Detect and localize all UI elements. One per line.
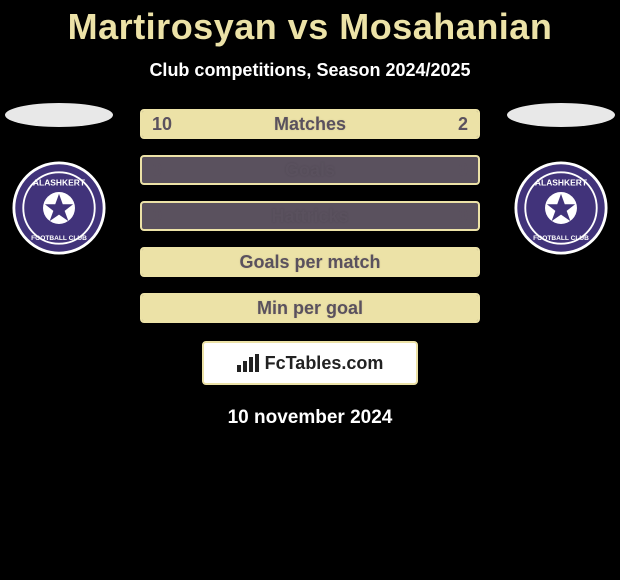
source-badge: FcTables.com [202, 341, 418, 385]
right-player-avatar [507, 103, 615, 127]
stat-bar-label: Min per goal [142, 295, 478, 321]
right-club-crest-icon: ALASHKERT FOOTBALL CLUB [514, 161, 608, 255]
stat-bar-row: 00Goals [140, 155, 480, 185]
page-subtitle: Club competitions, Season 2024/2025 [0, 60, 620, 81]
svg-text:ALASHKERT: ALASHKERT [535, 177, 588, 187]
left-player-column: ALASHKERT FOOTBALL CLUB [4, 103, 114, 255]
bar-chart-icon [237, 354, 259, 372]
stat-bars: 102Matches 00Goals 00Hattricks Goals per ma… [140, 109, 480, 323]
svg-text:FOOTBALL CLUB: FOOTBALL CLUB [533, 235, 589, 242]
stat-bar-row: Min per goal [140, 293, 480, 323]
comparison-area: ALASHKERT FOOTBALL CLUB ALASHKERT FOOTBA… [0, 109, 620, 429]
page-title: Martirosyan vs Mosahanian [0, 0, 620, 48]
source-badge-text: FcTables.com [265, 353, 384, 374]
svg-text:FOOTBALL CLUB: FOOTBALL CLUB [31, 235, 87, 242]
stat-bar-label: Goals per match [142, 249, 478, 275]
stat-bar-row: 102Matches [140, 109, 480, 139]
stat-bar-label: Goals [142, 157, 478, 183]
stat-bar-row: Goals per match [140, 247, 480, 277]
stat-bar-row: 00Hattricks [140, 201, 480, 231]
stat-bar-label: Hattricks [142, 203, 478, 229]
right-player-column: ALASHKERT FOOTBALL CLUB [506, 103, 616, 255]
footer-date: 10 november 2024 [0, 407, 620, 429]
svg-text:ALASHKERT: ALASHKERT [33, 177, 86, 187]
stat-bar-label: Matches [142, 111, 478, 137]
left-club-crest-icon: ALASHKERT FOOTBALL CLUB [12, 161, 106, 255]
left-player-avatar [5, 103, 113, 127]
